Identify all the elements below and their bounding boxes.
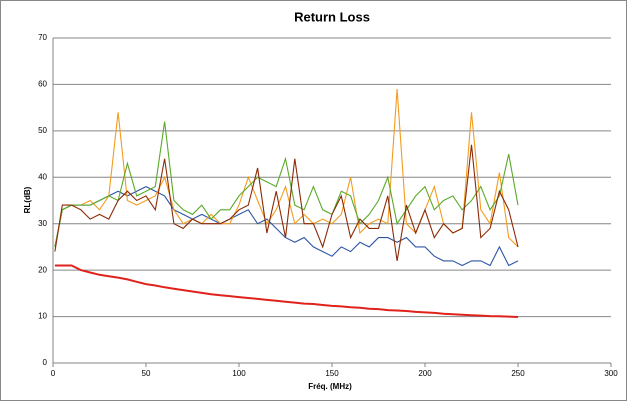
x-tick-label: 200 [418, 369, 432, 378]
data-line [54, 121, 519, 248]
y-tick-label: 70 [38, 33, 47, 42]
y-tick-label: 0 [43, 358, 48, 367]
y-tick-label: 50 [38, 126, 47, 135]
y-tick-label: 20 [38, 265, 47, 274]
chart-title: Return Loss [294, 9, 370, 24]
data-line [54, 144, 519, 261]
x-tick-label: 150 [325, 369, 339, 378]
x-tick-label: 250 [511, 369, 525, 378]
x-tick-label: 0 [51, 369, 56, 378]
data-line [54, 264, 519, 318]
y-tick-label: 30 [38, 219, 47, 228]
x-tick-label: 300 [604, 369, 618, 378]
y-tick-label: 40 [38, 172, 47, 181]
x-axis-label: Fréq. (MHz) [308, 382, 352, 391]
y-tick-label: 10 [38, 312, 47, 321]
y-tick-label: 60 [38, 80, 47, 89]
x-tick-label: 100 [232, 369, 246, 378]
x-tick-label: 50 [142, 369, 151, 378]
y-axis-label: RL(dB) [23, 186, 32, 213]
data-line [54, 89, 519, 248]
